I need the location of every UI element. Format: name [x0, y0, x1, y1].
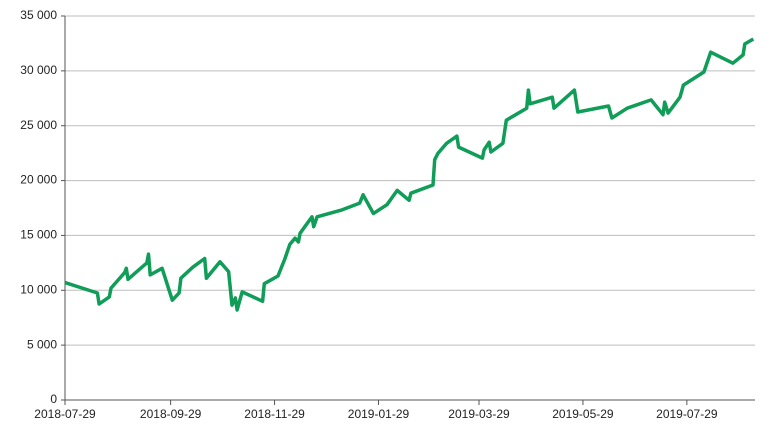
y-tick-label: 30 000: [20, 63, 57, 77]
x-tick-label: 2019-05-29: [552, 407, 614, 421]
x-tick-label: 2018-11-29: [244, 407, 305, 421]
y-tick-label: 15 000: [20, 228, 57, 242]
y-tick-label: 35 000: [20, 8, 57, 22]
data-line: [64, 37, 755, 312]
y-tick-label: 0: [50, 392, 57, 406]
x-tick-label: 2018-07-29: [34, 407, 96, 421]
y-tick-label: 5 000: [27, 337, 57, 351]
y-tick-label: 20 000: [20, 173, 57, 187]
x-tick-label: 2019-01-29: [348, 407, 410, 421]
y-tick-label: 25 000: [20, 118, 57, 132]
y-tick-label: 10 000: [20, 282, 57, 296]
x-tick-label: 2019-07-29: [656, 407, 718, 421]
x-tick-label: 2018-09-29: [140, 407, 202, 421]
x-tick-label: 2019-03-29: [448, 407, 510, 421]
